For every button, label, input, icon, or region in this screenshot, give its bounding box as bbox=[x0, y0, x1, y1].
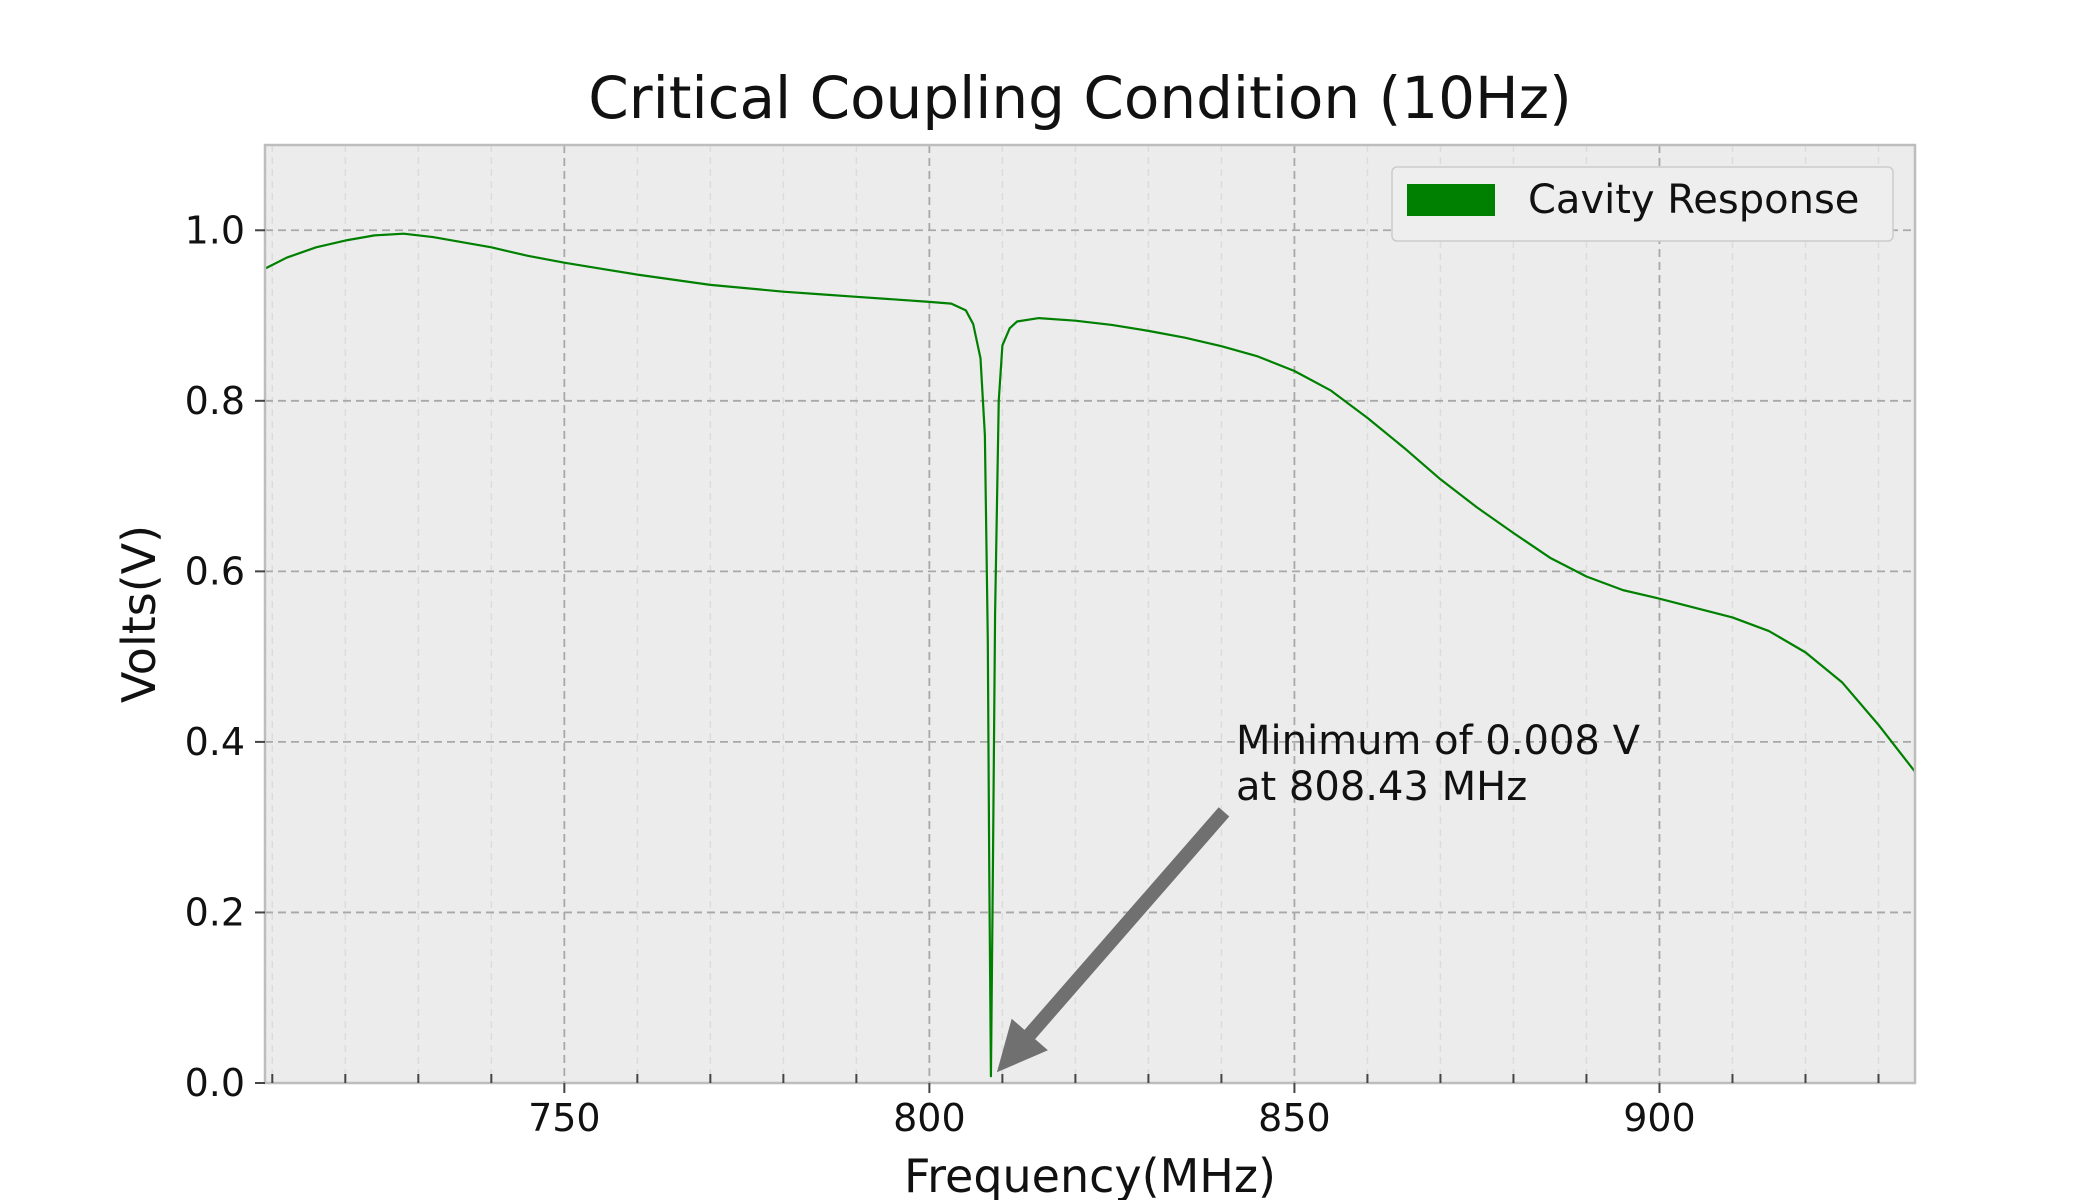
x-tick-label: 800 bbox=[893, 1096, 966, 1140]
minor-grid bbox=[271, 145, 1880, 1083]
plot-area bbox=[265, 145, 1915, 1083]
y-tick-labels: 0.0 0.2 0.4 0.6 0.8 1.0 bbox=[185, 208, 245, 1105]
y-tick-label: 0.4 bbox=[185, 720, 245, 764]
x-tick-labels: 750 800 850 900 bbox=[528, 1096, 1696, 1140]
x-axis-title: Frequency(MHz) bbox=[904, 1149, 1276, 1200]
legend: Cavity Response bbox=[1391, 166, 1894, 242]
annotation-arrow bbox=[996, 807, 1230, 1073]
y-axis-title: Volts(V) bbox=[112, 525, 166, 703]
legend-label-cavity-response: Cavity Response bbox=[1528, 177, 1859, 223]
minimum-annotation: Minimum of 0.008 V at 808.43 MHz bbox=[996, 718, 1641, 1073]
series-layer bbox=[264, 232, 1916, 1078]
y-tick-label: 0.0 bbox=[185, 1061, 245, 1105]
series-line-cavity-response bbox=[264, 232, 1916, 1078]
x-tick-label: 900 bbox=[1623, 1096, 1696, 1140]
x-tick-label: 750 bbox=[528, 1096, 601, 1140]
legend-swatch-cavity-response bbox=[1407, 184, 1495, 216]
x-tick-label: 850 bbox=[1258, 1096, 1331, 1140]
y-tick-label: 0.6 bbox=[185, 549, 245, 593]
y-tick-label: 0.2 bbox=[185, 890, 245, 934]
legend-box bbox=[1391, 166, 1894, 242]
y-tick-label: 1.0 bbox=[185, 208, 245, 252]
chart-title: Critical Coupling Condition (10Hz) bbox=[588, 64, 1571, 132]
annotation-text-line-1: Minimum of 0.008 V bbox=[1236, 718, 1641, 764]
y-tick-label: 0.8 bbox=[185, 379, 245, 423]
annotation-text-line-2: at 808.43 MHz bbox=[1236, 764, 1527, 810]
plot-frame bbox=[263, 143, 1917, 1085]
axis-ticks bbox=[255, 229, 1880, 1093]
